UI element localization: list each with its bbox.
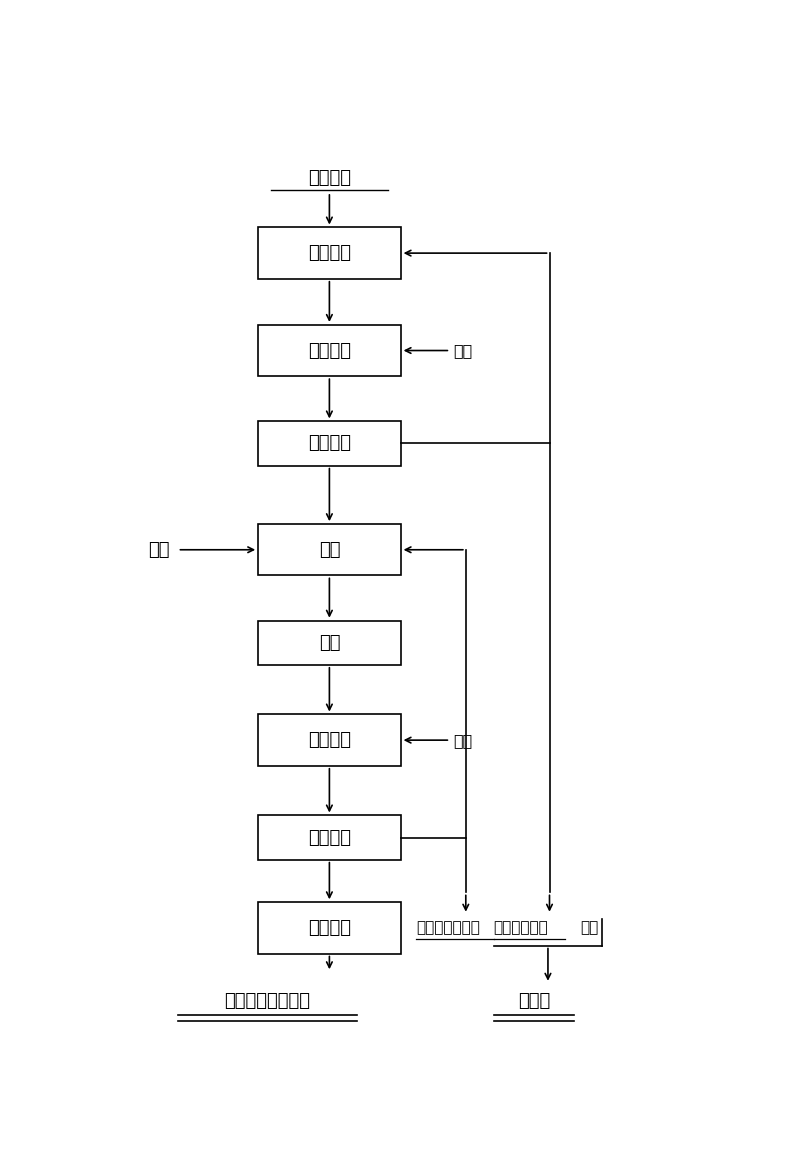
Text: 蒸发浓缩: 蒸发浓缩 bbox=[308, 342, 351, 360]
Text: 氢氧化锂母液: 氢氧化锂母液 bbox=[494, 920, 549, 935]
Bar bbox=[258, 524, 401, 575]
Text: 蒸发浓缩: 蒸发浓缩 bbox=[308, 731, 351, 749]
Text: 加热: 加热 bbox=[454, 343, 473, 358]
Text: 溶解过滤: 溶解过滤 bbox=[308, 244, 351, 262]
Text: 加热: 加热 bbox=[454, 733, 473, 748]
Text: 磷酸二氢锂母液: 磷酸二氢锂母液 bbox=[416, 920, 480, 935]
Text: 烘干包装: 烘干包装 bbox=[308, 919, 351, 937]
Text: 电池级磷酸二氢锂: 电池级磷酸二氢锂 bbox=[224, 992, 310, 1011]
Bar bbox=[258, 714, 401, 766]
Bar bbox=[258, 815, 401, 860]
Text: 中和: 中和 bbox=[318, 540, 340, 559]
Text: 磷酸: 磷酸 bbox=[581, 920, 598, 935]
Bar bbox=[258, 228, 401, 278]
Bar bbox=[258, 903, 401, 953]
Bar bbox=[258, 621, 401, 665]
Bar bbox=[258, 324, 401, 376]
Text: 氢氧化锂: 氢氧化锂 bbox=[308, 169, 351, 186]
Bar bbox=[258, 421, 401, 466]
Text: 冷却分离: 冷却分离 bbox=[308, 828, 351, 846]
Text: 磷酸锂: 磷酸锂 bbox=[518, 992, 550, 1011]
Text: 压滤: 压滤 bbox=[318, 634, 340, 652]
Text: 冷却分离: 冷却分离 bbox=[308, 435, 351, 452]
Text: 磷酸: 磷酸 bbox=[148, 540, 170, 559]
